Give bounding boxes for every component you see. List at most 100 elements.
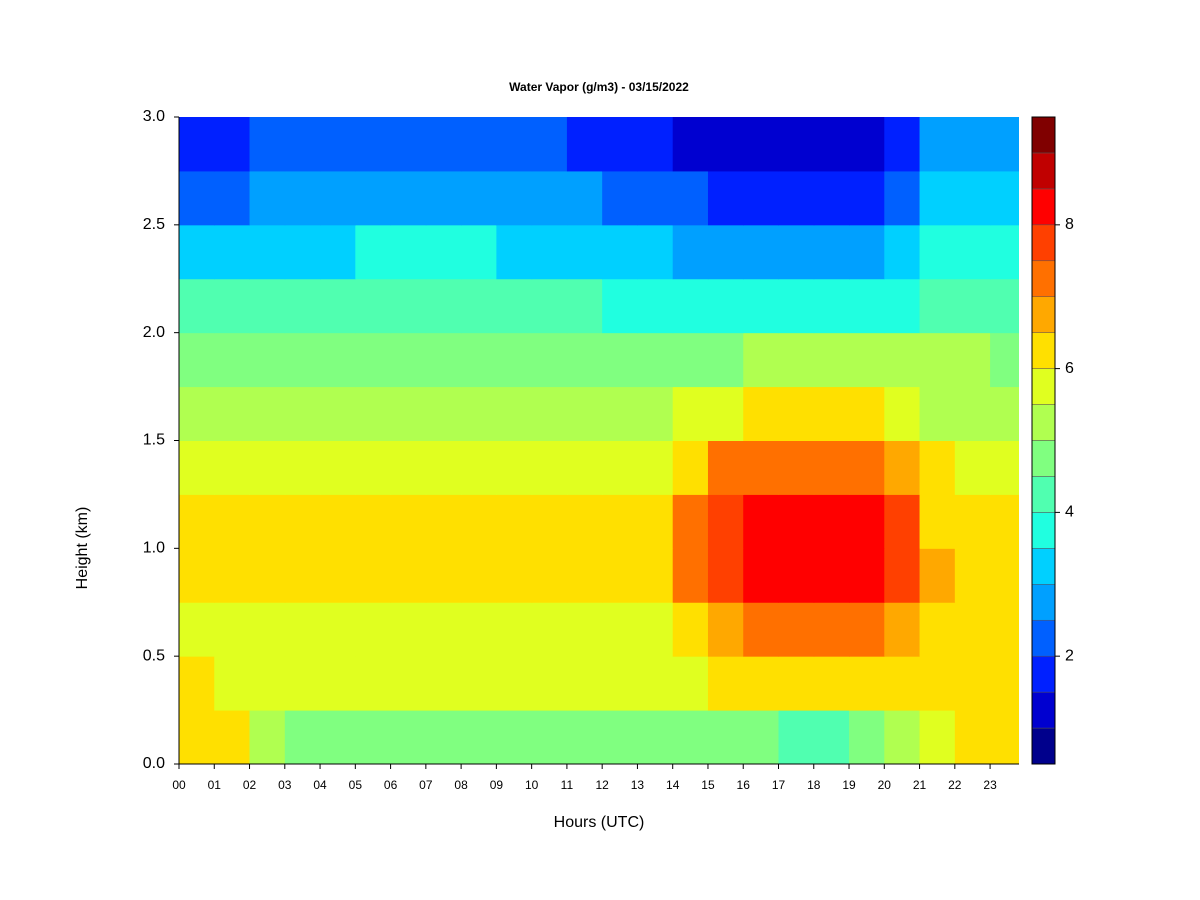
heat-cell	[390, 440, 427, 495]
heat-cell	[990, 440, 1019, 495]
heat-cell	[355, 117, 392, 172]
heat-cell	[320, 332, 356, 388]
heat-cell	[707, 170, 744, 226]
x-tick-label: 01	[208, 778, 222, 792]
heat-cell	[566, 224, 603, 280]
heat-cell	[425, 117, 462, 172]
heat-cell	[849, 656, 885, 711]
heat-cell	[566, 548, 603, 603]
heat-cell	[355, 440, 392, 495]
heat-cell	[602, 494, 638, 549]
heat-cell	[390, 386, 427, 441]
heat-cell	[355, 548, 392, 603]
heat-cell	[179, 117, 215, 172]
heat-cell	[954, 440, 991, 495]
heat-cell	[849, 602, 885, 657]
heat-cell	[778, 332, 815, 388]
heat-cell	[602, 224, 638, 280]
heat-cell	[355, 224, 392, 280]
heat-cell	[425, 656, 462, 711]
heat-cell	[849, 548, 885, 603]
heat-cell	[249, 117, 286, 172]
heat-cell	[531, 386, 568, 441]
heat-cell	[320, 278, 356, 334]
colorbar-band	[1031, 584, 1056, 621]
y-axis-label: Height (km)	[74, 507, 91, 590]
x-tick-label: 04	[313, 778, 327, 792]
heat-cell	[566, 278, 603, 334]
heat-cell	[778, 278, 815, 334]
heat-cell	[637, 602, 674, 657]
heat-cell	[990, 332, 1019, 388]
heat-cell	[743, 656, 779, 711]
heat-cell	[425, 710, 462, 764]
heat-cell	[284, 710, 321, 764]
x-axis-label: Hours (UTC)	[554, 814, 645, 831]
colorbar-band	[1031, 368, 1056, 405]
heat-cell	[884, 548, 921, 603]
heat-cell	[284, 548, 321, 603]
heat-cell	[919, 386, 956, 441]
heat-cell	[566, 602, 603, 657]
heat-cell	[919, 224, 956, 280]
heat-cell	[637, 386, 674, 441]
heat-cell	[884, 440, 921, 495]
x-tick-label: 00	[172, 778, 186, 792]
x-tick-label: 07	[419, 778, 433, 792]
heat-cell	[954, 494, 991, 549]
colorbar-band	[1031, 332, 1056, 369]
heatmap	[179, 117, 1019, 764]
heat-cell	[214, 224, 251, 280]
colorbar-band	[1031, 619, 1056, 657]
heat-cell	[390, 548, 427, 603]
heat-cell	[813, 656, 850, 711]
heat-cell	[778, 224, 815, 280]
heat-cell	[461, 656, 497, 711]
heat-cell	[566, 170, 603, 226]
heat-cell	[179, 170, 215, 226]
x-tick-label: 08	[454, 778, 468, 792]
heat-cell	[990, 494, 1019, 549]
heat-cell	[990, 656, 1019, 711]
heat-cell	[743, 170, 779, 226]
heat-cell	[778, 440, 815, 495]
heat-cell	[990, 386, 1019, 441]
heat-cell	[778, 656, 815, 711]
heat-cell	[249, 386, 286, 441]
heat-cell	[637, 170, 674, 226]
x-tick-label: 15	[701, 778, 715, 792]
heat-cell	[390, 332, 427, 388]
heat-cell	[566, 332, 603, 388]
heat-cell	[707, 117, 744, 172]
heat-cell	[813, 710, 850, 764]
heat-cell	[778, 548, 815, 603]
x-tick-label: 21	[913, 778, 927, 792]
heat-cell	[637, 224, 674, 280]
heat-cell	[249, 494, 286, 549]
heat-cell	[249, 548, 286, 603]
heat-cell	[390, 602, 427, 657]
x-tick-label: 02	[243, 778, 257, 792]
heat-cell	[496, 224, 533, 280]
heat-cell	[214, 117, 251, 172]
heat-cell	[637, 710, 674, 764]
heat-cell	[214, 548, 251, 603]
heat-cell	[990, 224, 1019, 280]
x-tick-label: 10	[525, 778, 539, 792]
colorbar-band	[1031, 655, 1056, 693]
heat-cell	[813, 332, 850, 388]
heat-cell	[496, 602, 533, 657]
heat-cell	[849, 117, 885, 172]
heat-cell	[707, 278, 744, 334]
colorbar-band	[1031, 404, 1056, 441]
heat-cell	[813, 548, 850, 603]
colorbar-band	[1031, 727, 1056, 765]
heat-cell	[602, 440, 638, 495]
heat-cell	[672, 332, 709, 388]
heat-cell	[531, 224, 568, 280]
y-tick-label: 1.0	[143, 540, 165, 557]
heat-cell	[707, 656, 744, 711]
heat-cell	[743, 710, 779, 764]
heat-cell	[884, 602, 921, 657]
x-tick-label: 05	[349, 778, 363, 792]
